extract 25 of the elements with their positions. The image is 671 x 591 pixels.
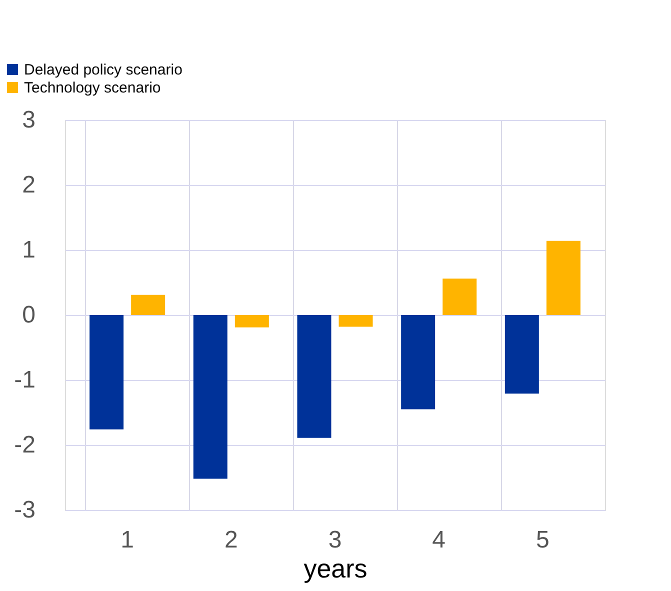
bar <box>131 294 166 315</box>
bar <box>90 315 124 430</box>
x-tick-label: 3 <box>328 526 342 554</box>
y-tick-label: -1 <box>14 366 36 394</box>
x-tick-label: 2 <box>224 526 238 554</box>
y-tick-label: 3 <box>22 106 36 134</box>
legend-label: Delayed policy scenario <box>24 62 182 78</box>
y-tick-label: 0 <box>22 302 36 328</box>
legend-label: Technology scenario <box>24 80 161 96</box>
y-tick-label: 2 <box>22 172 36 198</box>
y-tick-label: -2 <box>14 432 36 458</box>
x-tick-label: 4 <box>432 526 446 554</box>
y-tick-label: 1 <box>22 236 36 264</box>
bar <box>442 278 477 315</box>
x-axis-title: years <box>304 554 368 584</box>
bar <box>193 315 228 479</box>
y-tick-label: -3 <box>14 496 36 524</box>
bar <box>338 315 373 327</box>
x-tick-label: 1 <box>120 526 134 554</box>
bar <box>504 315 539 394</box>
bar <box>401 315 436 410</box>
x-tick-label: 5 <box>536 526 550 554</box>
bar <box>297 315 332 438</box>
bar <box>546 240 580 315</box>
bar <box>234 315 269 328</box>
